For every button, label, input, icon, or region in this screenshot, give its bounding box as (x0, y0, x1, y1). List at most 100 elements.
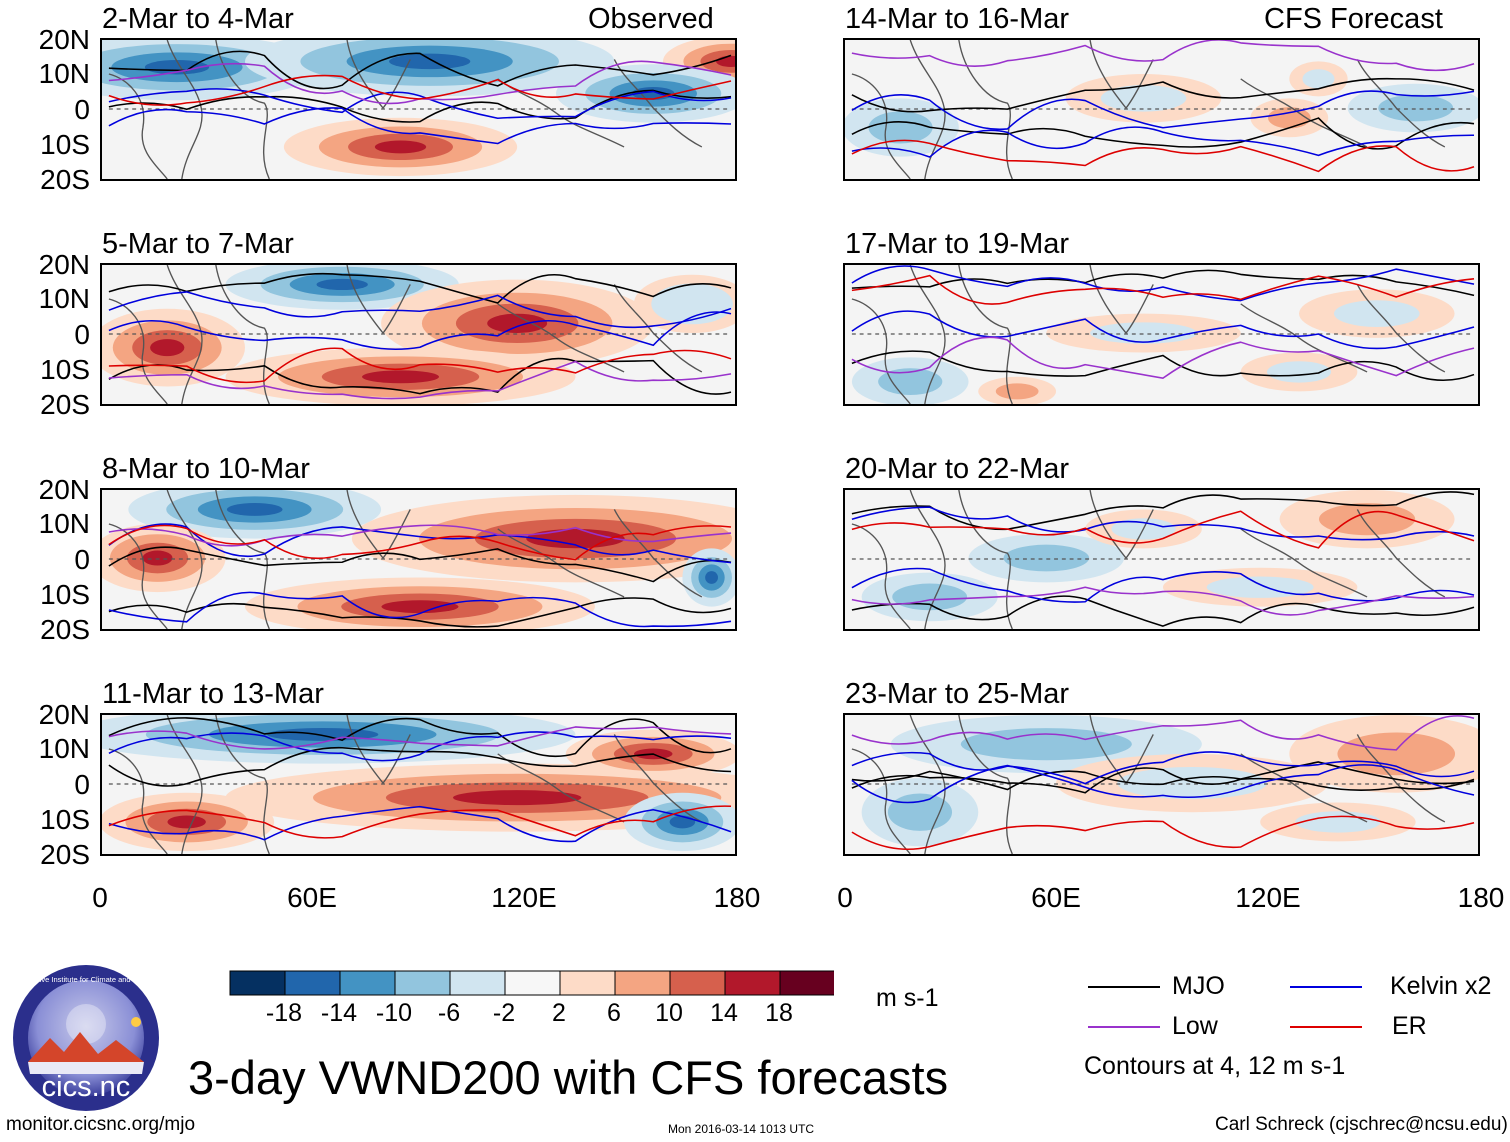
contour-line (851, 40, 1475, 72)
contour-line (851, 90, 1475, 131)
panel-title: 23-Mar to 25-Mar (845, 678, 1070, 710)
lat-label: 20N (38, 249, 90, 280)
contour-line (851, 715, 1475, 751)
cics-logo: cics.nc Cooperative Institute for Climat… (10, 965, 162, 1111)
lat-label: 10S (40, 354, 90, 385)
lat-label: 10S (40, 129, 90, 160)
lat-label: 0 (74, 94, 90, 125)
contour-line (851, 139, 1475, 173)
contour-line (108, 360, 732, 400)
contour-line (851, 265, 1475, 302)
lon-label: 120E (1235, 882, 1301, 913)
colorbar-tick-label: 10 (655, 999, 683, 1027)
contour-line (851, 510, 1475, 549)
colorbar-swatch (504, 970, 561, 996)
colorbar-tick-label: -10 (375, 999, 413, 1027)
contour-line (108, 347, 732, 384)
colorbar-swatch (779, 970, 834, 996)
contour-line (108, 746, 732, 787)
coastlines (108, 490, 703, 629)
lat-label: 20S (40, 839, 90, 870)
lat-label: 10N (38, 283, 90, 314)
observed-header: Observed (588, 3, 714, 35)
lon-label: 60E (287, 882, 337, 913)
field-shading (102, 715, 735, 852)
colorbar-tick-label: 18 (765, 999, 793, 1027)
main-title: 3-day VWND200 with CFS forecasts (188, 1051, 949, 1104)
map-panel-forecast-3 (843, 488, 1480, 631)
contour-line (851, 310, 1475, 350)
lat-label: 20S (40, 614, 90, 645)
colorbar-swatch (229, 970, 286, 996)
colorbar-tick-label: -18 (265, 999, 303, 1027)
contour-line (851, 274, 1475, 305)
contour-line (851, 269, 1475, 297)
contour-line (851, 764, 1475, 804)
colorbar-tick-label: 6 (607, 999, 621, 1027)
map-panel-forecast-2 (843, 263, 1480, 406)
lat-label: 0 (74, 544, 90, 575)
contour-line (108, 726, 732, 750)
lon-label: 180 (713, 882, 761, 913)
lat-label: 10N (38, 733, 90, 764)
contour-line (108, 717, 732, 757)
contour-line (108, 88, 732, 120)
logo-ring-text: Cooperative Institute for Climate and Sa… (10, 975, 162, 984)
footer-timestamp: Mon 2016-03-14 1013 UTC (668, 1122, 815, 1136)
lon-label: 180 (1457, 882, 1505, 913)
colorbar-tick-label: 14 (710, 999, 738, 1027)
coastlines (851, 715, 1446, 854)
contour-line (108, 107, 732, 145)
contour-line (108, 89, 732, 123)
contour-line (108, 272, 732, 304)
map-panel-observed-2 (100, 263, 737, 406)
colorbar-tick-label: -2 (492, 999, 516, 1027)
map-panel-observed-1 (100, 38, 737, 181)
lat-label: 10N (38, 508, 90, 539)
panel-title: 8-Mar to 10-Mar (102, 453, 310, 485)
contour-line (851, 595, 1475, 627)
contour-line (108, 805, 732, 843)
map-panel-forecast-4 (843, 713, 1480, 856)
panel-title: 14-Mar to 16-Mar (845, 3, 1070, 35)
legend-line-mjo (1088, 986, 1160, 988)
contour-line (851, 761, 1475, 791)
contour-line (851, 350, 1475, 382)
colorbar-swatch (284, 970, 341, 996)
footer-credit: Carl Schreck (cjschrec@ncsu.edu) (1215, 1114, 1508, 1135)
contour-line (108, 805, 732, 839)
colorbar-swatch (559, 970, 616, 996)
legend-line-kelvin (1290, 986, 1362, 988)
contour-line (108, 524, 732, 561)
panel-title: 2-Mar to 4-Mar (102, 3, 294, 35)
lat-label: 10N (38, 58, 90, 89)
legend-label-low: Low (1172, 1012, 1218, 1040)
lat-label: 20S (40, 389, 90, 420)
field-shading (851, 289, 1455, 404)
colorbar (229, 970, 834, 996)
colorbar-swatch (394, 970, 451, 996)
footer-url: monitor.cicsnc.org/mjo (6, 1114, 196, 1135)
lon-label: 120E (491, 882, 557, 913)
contour-line (108, 291, 732, 329)
contour-line (108, 731, 732, 762)
field-shading (102, 490, 735, 629)
lat-label: 20S (40, 164, 90, 195)
map-panel-observed-4 (100, 713, 737, 856)
map-panel-forecast-1 (843, 38, 1480, 181)
contour-line (108, 311, 732, 350)
contour-line (851, 77, 1475, 113)
legend-label-mjo: MJO (1172, 972, 1225, 1000)
panel-title: 20-Mar to 22-Mar (845, 453, 1070, 485)
map-panel-observed-3 (100, 488, 737, 631)
colorbar-tick-label: -14 (320, 999, 358, 1027)
lat-label: 10S (40, 804, 90, 835)
colorbar-swatch (614, 970, 671, 996)
panel-title: 5-Mar to 7-Mar (102, 228, 294, 260)
forecast-header: CFS Forecast (1264, 3, 1443, 35)
colorbar-tick-label: 2 (552, 999, 566, 1027)
lat-label: 0 (74, 769, 90, 800)
colorbar-swatch (669, 970, 726, 996)
contour-line (851, 767, 1475, 794)
contour-line (851, 751, 1475, 785)
